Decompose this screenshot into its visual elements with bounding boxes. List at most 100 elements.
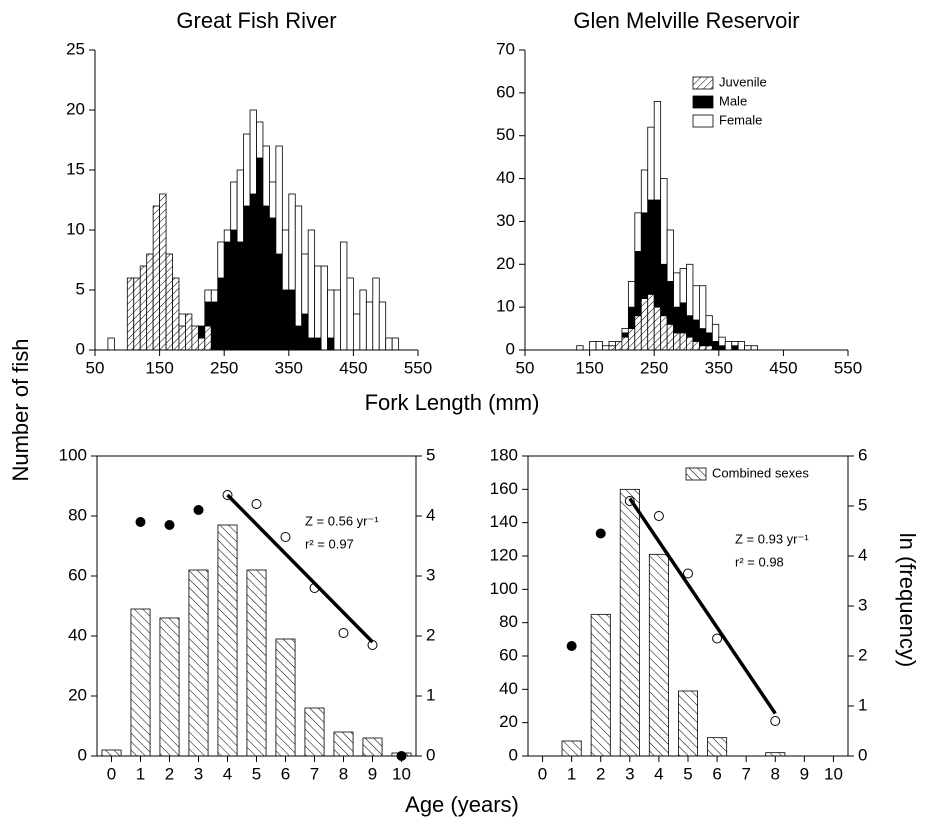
histogram-bar	[378, 301, 387, 351]
histogram-bar	[699, 328, 707, 347]
bar	[304, 707, 325, 757]
x-tick-label: 9	[800, 764, 809, 783]
histogram-bar	[243, 133, 251, 207]
histogram-bar	[159, 193, 167, 351]
scatter-point	[164, 520, 175, 530]
histogram-bar	[269, 181, 277, 219]
histogram-bar	[269, 217, 277, 351]
y-tick-label: 20	[499, 712, 518, 731]
histogram-bar	[346, 277, 354, 351]
chart-title: Glen Melville Reservoir	[573, 8, 799, 33]
histogram-bar	[372, 277, 380, 351]
x-tick-label: 7	[741, 764, 750, 783]
histogram-bar	[634, 251, 642, 317]
bar	[362, 737, 383, 757]
histogram-bar	[608, 341, 616, 347]
histogram-bar	[294, 325, 303, 351]
bar	[130, 608, 151, 757]
histogram-bar	[178, 313, 186, 327]
histogram-bar	[314, 337, 322, 351]
y-tick-label: 70	[496, 39, 515, 58]
y-tick-label: 0	[506, 339, 515, 358]
histogram-bar	[281, 229, 290, 291]
histogram-bar	[647, 199, 655, 295]
histogram-bar	[165, 253, 173, 351]
histogram-bar	[640, 298, 649, 351]
x-tick-label: 6	[281, 764, 290, 783]
histogram-bar	[621, 336, 629, 351]
scatter-point	[566, 641, 577, 651]
histogram-bar	[352, 313, 361, 351]
histogram-bar	[249, 193, 257, 351]
histogram-bar	[679, 302, 687, 334]
histogram-bar	[615, 341, 623, 351]
scatter-point	[653, 511, 664, 521]
x-tick-label: 9	[368, 764, 377, 783]
histogram-bar	[627, 328, 636, 351]
histogram-bar	[660, 178, 668, 265]
histogram-bar	[686, 336, 694, 351]
histogram-bar	[204, 325, 212, 351]
histogram-bar	[210, 289, 219, 303]
x-tick-label: 3	[625, 764, 634, 783]
histogram-bar	[223, 241, 232, 351]
bar	[590, 613, 611, 757]
x-tick-label: 4	[654, 764, 663, 783]
histogram-bar	[301, 253, 309, 315]
legend-label: Combined sexes	[712, 465, 809, 480]
annotation: Z = 0.56 yr⁻¹	[305, 513, 379, 528]
histogram-bar	[731, 341, 739, 347]
y-tick-label: 50	[496, 125, 515, 144]
histogram-bar	[236, 241, 244, 351]
histogram-bar	[705, 345, 713, 351]
histogram-bar	[185, 313, 193, 351]
scatter-point	[338, 628, 349, 638]
y2-tick-label: 4	[426, 505, 435, 524]
histogram-bar	[666, 323, 674, 351]
y-tick-label: 40	[496, 168, 515, 187]
x-tick-label: 4	[223, 764, 232, 783]
x-tick-label: 5	[683, 764, 692, 783]
annotation: r² = 0.98	[735, 554, 784, 569]
histogram-bar	[705, 332, 713, 347]
y-tick-label: 40	[499, 679, 518, 698]
histogram-bar	[673, 306, 681, 334]
histogram-bar	[627, 281, 636, 308]
histogram-bar	[359, 289, 367, 351]
histogram-bar	[133, 277, 141, 351]
histogram-bar	[327, 337, 335, 351]
histogram-bar	[699, 345, 707, 351]
histogram-bar	[172, 277, 180, 351]
histogram-bar	[281, 289, 290, 351]
histogram-bar	[307, 337, 316, 351]
x-tick-label: 50	[86, 358, 105, 377]
scatter-point	[135, 517, 146, 527]
histogram-bar	[711, 323, 720, 342]
histogram-bar	[139, 265, 148, 351]
histogram-bar	[608, 345, 616, 351]
x-tick-label: 450	[339, 358, 367, 377]
y2-tick-label: 3	[858, 595, 867, 614]
x-tick-label: 0	[107, 764, 116, 783]
histogram-bar	[210, 301, 219, 351]
y-tick-label: 25	[66, 39, 85, 58]
x-tick-label: 150	[145, 358, 173, 377]
bar	[619, 488, 640, 757]
histogram-bar	[340, 241, 348, 351]
histogram-bar	[718, 336, 726, 347]
histogram-bar	[660, 263, 668, 317]
x-tick-label: 10	[824, 764, 843, 783]
histogram-bar	[647, 126, 655, 201]
x-tick-label: 8	[339, 764, 348, 783]
histogram-bar	[256, 157, 264, 351]
y2-tick-label: 5	[858, 495, 867, 514]
y-tick-label: 20	[68, 685, 87, 704]
histogram-bar	[243, 205, 251, 351]
scatter-point	[712, 633, 723, 644]
x-tick-label: 1	[567, 764, 576, 783]
scatter-point	[683, 568, 693, 579]
x-tick-label: 350	[705, 358, 733, 377]
histogram-bar	[146, 253, 154, 351]
histogram-bar	[634, 212, 642, 252]
y-tick-label: 15	[66, 159, 85, 178]
